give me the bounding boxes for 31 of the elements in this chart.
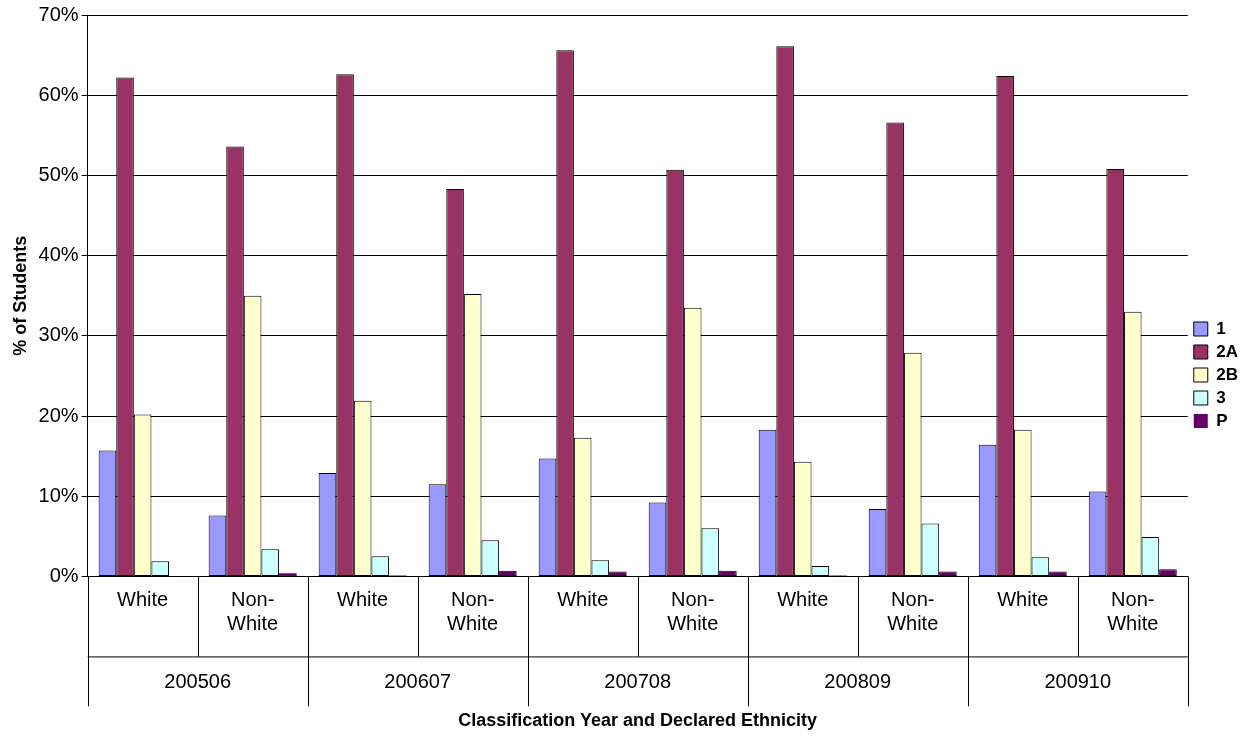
text: 200708 (604, 669, 672, 692)
x-tick-label: Non-White (887, 587, 939, 634)
text: 200809 (824, 669, 892, 692)
y-tick-label: 60% (38, 82, 79, 105)
y-tick-label: 0% (49, 563, 79, 586)
y-tick-label: 10% (38, 483, 79, 506)
y-tick-label: 50% (38, 162, 79, 185)
y-axis-title: % of Students (9, 235, 30, 356)
x-tick-label: Non-White (227, 587, 279, 634)
y-tick-label: 70% (38, 2, 79, 25)
y-tick-label: 40% (38, 243, 79, 266)
legend-label: 2B (1216, 364, 1238, 384)
x-tick-label: White (997, 587, 1049, 610)
x-tick-label: Non-White (667, 587, 719, 634)
x-tick-label: Non-White (1107, 587, 1159, 634)
legend-label: 3 (1216, 387, 1226, 407)
text: 200910 (1044, 669, 1112, 692)
bar (279, 573, 297, 576)
legend-label: 2A (1216, 341, 1238, 361)
x-tick-label: White (557, 587, 609, 610)
x-axis-title: Classification Year and Declared Ethnicity (458, 710, 818, 731)
x-tick-label: Non-White (447, 587, 499, 634)
legend-label: P (1216, 410, 1228, 430)
text: 200607 (384, 669, 452, 692)
y-tick-label: 30% (38, 323, 79, 346)
legend-label: 1 (1216, 318, 1226, 338)
x-tick-label: White (777, 587, 829, 610)
text: 200506 (164, 669, 232, 692)
x-tick-label: White (117, 587, 169, 610)
y-tick-label: 20% (38, 403, 79, 426)
x-tick-label: White (337, 587, 389, 610)
